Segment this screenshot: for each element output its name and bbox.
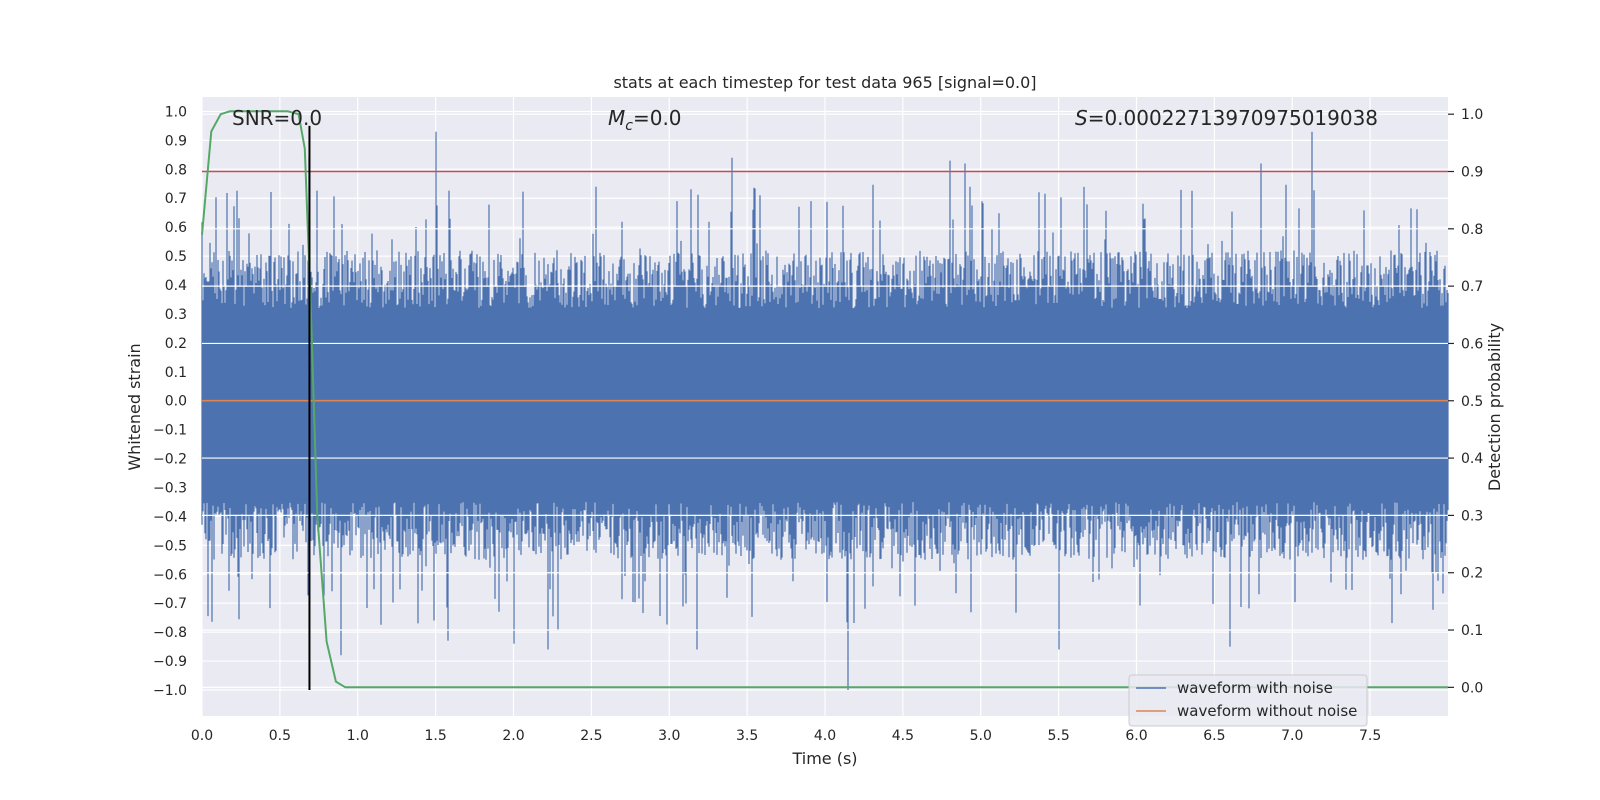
y-right-tick-label: 0.6 — [1461, 336, 1483, 352]
x-tick-label: 1.5 — [424, 728, 446, 744]
y-left-tick-label: −1.0 — [153, 683, 187, 699]
y-left-tick-label: −0.7 — [153, 596, 187, 612]
y-left-tick-label: 0.5 — [165, 249, 187, 265]
x-tick-label: 4.0 — [814, 728, 836, 744]
x-tick-label: 3.0 — [658, 728, 680, 744]
y-right-tick-label: 1.0 — [1461, 107, 1483, 123]
snr-annotation: SNR=0.0 — [232, 106, 322, 130]
x-tick-label: 2.5 — [580, 728, 602, 744]
y-axis-left-label: Whitened strain — [125, 343, 144, 470]
y-axis-left-ticks: 1.0 0.9 0.8 0.7 0.6 0.5 0.4 0.3 0.2 0.1 0.0 −0.1 −0.… — [153, 104, 187, 699]
x-tick-label: 6.5 — [1203, 728, 1225, 744]
chirp-mass-subscript: c — [625, 118, 633, 134]
y-axis-right-ticks: 0.0 0.1 0.2 0.3 0.4 0.5 0.6 0.7 0.8 0.9 1.0 — [1448, 107, 1483, 696]
y-right-tick-label: 0.7 — [1461, 279, 1483, 295]
y-left-tick-label: 0.8 — [165, 162, 187, 178]
x-tick-label: 2.0 — [502, 728, 524, 744]
y-left-tick-label: 0.2 — [165, 336, 187, 352]
y-left-tick-label: −0.5 — [153, 538, 187, 554]
y-left-tick-label: 1.0 — [165, 104, 187, 120]
series-waveform-with-noise — [201, 131, 1449, 690]
x-tick-label: 4.5 — [892, 728, 914, 744]
y-left-tick-label: −0.8 — [153, 625, 187, 641]
x-tick-label: 5.0 — [970, 728, 992, 744]
s-value: =0.00022713970975019038 — [1088, 106, 1378, 130]
chirp-mass-annotation: Mc=0.0 — [608, 106, 682, 134]
x-tick-label: 3.5 — [736, 728, 758, 744]
y-left-tick-label: 0.4 — [165, 278, 187, 294]
x-tick-label: 0.0 — [191, 728, 213, 744]
y-left-tick-label: −0.6 — [153, 567, 187, 583]
legend-label-without-noise: waveform without noise — [1177, 702, 1357, 720]
y-left-tick-label: −0.9 — [153, 654, 187, 670]
y-right-tick-label: 0.4 — [1461, 451, 1483, 467]
legend-label-with-noise: waveform with noise — [1177, 679, 1333, 697]
x-tick-label: 6.0 — [1125, 728, 1147, 744]
y-axis-right-label: Detection probability — [1485, 323, 1504, 491]
y-left-tick-label: −0.1 — [153, 423, 187, 439]
y-right-tick-label: 0.9 — [1461, 165, 1483, 181]
y-right-tick-label: 0.0 — [1461, 680, 1483, 696]
series-detection-probability — [201, 110, 1448, 689]
legend: waveform with noise waveform without noi… — [1128, 674, 1368, 727]
x-tick-label: 7.5 — [1359, 728, 1381, 744]
y-left-tick-label: −0.4 — [153, 509, 187, 525]
x-tick-label: 7.0 — [1281, 728, 1303, 744]
x-axis-label: Time (s) — [791, 749, 857, 768]
waveform-with-noise-trace — [201, 131, 1449, 690]
y-right-tick-label: 0.1 — [1461, 623, 1483, 639]
y-left-tick-label: 0.3 — [165, 307, 187, 323]
legend-box — [1128, 674, 1368, 727]
y-left-tick-label: 0.0 — [165, 394, 187, 410]
s-annotation: S=0.00022713970975019038 — [1075, 106, 1378, 130]
chirp-mass-symbol: M — [608, 106, 625, 130]
x-axis-ticks: 0.0 0.5 1.0 1.5 2.0 2.5 3.0 3.5 4.0 4.5 5.0 5.5 6.0 6… — [191, 728, 1381, 744]
y-right-tick-label: 0.3 — [1461, 508, 1483, 524]
s-symbol: S — [1075, 106, 1088, 130]
y-left-tick-label: 0.6 — [165, 220, 187, 236]
chirp-mass-value: =0.0 — [633, 106, 682, 130]
y-right-tick-label: 0.5 — [1461, 394, 1483, 410]
x-tick-label: 1.0 — [347, 728, 369, 744]
y-right-tick-label: 0.8 — [1461, 222, 1483, 238]
y-left-tick-label: −0.3 — [153, 480, 187, 496]
y-right-tick-label: 0.2 — [1461, 566, 1483, 582]
chart-title: stats at each timestep for test data 965… — [613, 73, 1036, 92]
y-left-tick-label: 0.9 — [165, 133, 187, 149]
y-left-tick-label: 0.7 — [165, 191, 187, 207]
x-tick-label: 5.5 — [1047, 728, 1069, 744]
y-left-tick-label: −0.2 — [153, 452, 187, 468]
y-left-tick-label: 0.1 — [165, 365, 187, 381]
x-tick-label: 0.5 — [269, 728, 291, 744]
